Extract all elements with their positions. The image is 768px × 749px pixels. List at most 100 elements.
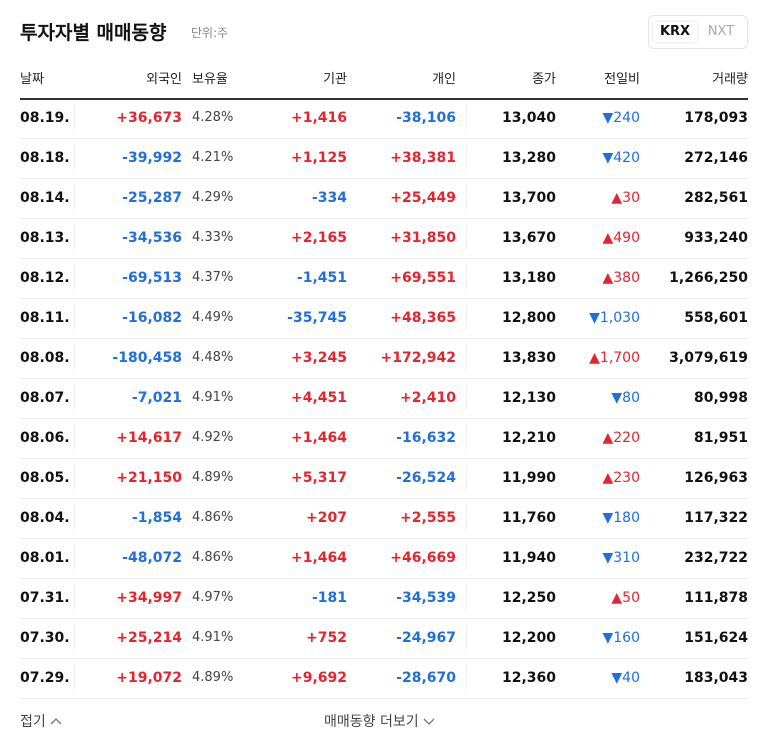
table-cell: 08.13. [20,230,70,246]
table-cell: 12,200 [501,630,556,646]
table-cell: +31,850 [390,230,456,246]
table-cell: 11,940 [501,550,556,566]
table-cell: 13,280 [501,150,556,166]
column-header: 개인 [432,72,456,87]
table-cell: 13,670 [501,230,556,246]
table-cell: ▲490 [602,230,641,246]
table-cell: 4.97% [192,590,234,605]
table-cell: 13,830 [501,350,556,366]
table-cell: 4.86% [192,550,234,565]
table-cell: 08.06. [20,430,70,446]
table-cell: 4.92% [192,430,234,445]
table-cell: 4.28% [192,110,234,125]
column-divider [466,626,467,650]
row-separator [20,338,748,339]
table-cell: +21,150 [116,470,182,486]
tab[interactable]: NXT [707,24,735,39]
table-cell: 126,963 [684,470,748,486]
table-cell: -1,451 [296,270,347,286]
table-cell: ▲50 [611,590,640,606]
table-cell: 4.91% [192,630,234,645]
column-divider [74,466,75,490]
column-divider [74,426,75,450]
table-cell: -35,745 [287,310,347,326]
table-cell: 4.33% [192,230,234,245]
column-header: 외국인 [146,72,182,87]
table-cell: 282,561 [684,190,748,206]
table-cell: 4.29% [192,190,234,205]
table-cell: -181 [311,590,347,606]
tab[interactable]: KRX [653,22,697,42]
table-cell: -38,106 [396,110,456,126]
table-cell: 4.91% [192,390,234,405]
more-button[interactable]: 매매동향 더보기 [324,710,436,734]
table-cell: 117,322 [684,510,748,526]
column-divider [466,666,467,690]
table-cell: ▼180 [602,510,641,526]
table-cell: -334 [311,190,347,206]
column-divider [74,346,75,370]
table-cell: ▲220 [602,430,641,446]
table-cell: 4.89% [192,670,234,685]
column-divider [466,106,467,130]
table-cell: +5,317 [290,470,347,486]
table-cell: 08.01. [20,550,70,566]
table-cell: 11,760 [501,510,556,526]
table-cell: +36,673 [116,110,182,126]
table-cell: 13,700 [501,190,556,206]
table-cell: 81,951 [693,430,748,446]
table-cell: 4.89% [192,470,234,485]
column-divider [466,426,467,450]
table-cell: 4.86% [192,510,234,525]
row-separator [20,578,748,579]
unit-label: 단위:주 [191,26,229,40]
column-divider [74,106,75,130]
column-divider [74,306,75,330]
column-divider [74,266,75,290]
table-cell: ▼80 [611,390,640,406]
table-cell: ▲1,700 [589,350,640,366]
table-cell: 558,601 [684,310,748,326]
table-cell: +48,365 [390,310,456,326]
table-cell: -16,082 [122,310,182,326]
column-divider [466,146,467,170]
table-cell: +1,125 [290,150,347,166]
table-cell: 1,266,250 [669,270,748,286]
table-cell: -25,287 [122,190,182,206]
table-cell: +38,381 [390,150,456,166]
table-cell: -7,021 [131,390,182,406]
table-cell: 08.07. [20,390,70,406]
table-cell: ▼420 [602,150,641,166]
column-header: 종가 [532,72,556,87]
table-cell: +1,464 [290,430,347,446]
row-separator [20,698,748,699]
table-cell: -48,072 [122,550,182,566]
table-cell: 08.11. [20,310,70,326]
collapse-button[interactable]: 접기 [20,710,63,734]
row-separator [20,138,748,139]
table-cell: +1,416 [290,110,347,126]
table-cell: 13,180 [501,270,556,286]
table-cell: +207 [306,510,347,526]
column-divider [74,506,75,530]
table-cell: 08.18. [20,150,70,166]
table-cell: 12,360 [501,670,556,686]
column-divider [466,266,467,290]
table-cell: 08.04. [20,510,70,526]
table-cell: 12,250 [501,590,556,606]
table-cell: -28,670 [396,670,456,686]
row-separator [20,458,748,459]
table-cell: ▼240 [602,110,641,126]
table-cell: 08.19. [20,110,70,126]
column-divider [466,386,467,410]
table-cell: -1,854 [131,510,182,526]
table-cell: -34,539 [396,590,456,606]
table-cell: 07.30. [20,630,70,646]
table-cell: +2,555 [399,510,456,526]
table-cell: -39,992 [122,150,182,166]
column-divider [74,626,75,650]
table-cell: +752 [306,630,347,646]
column-divider [466,466,467,490]
column-header: 날짜 [20,72,44,87]
